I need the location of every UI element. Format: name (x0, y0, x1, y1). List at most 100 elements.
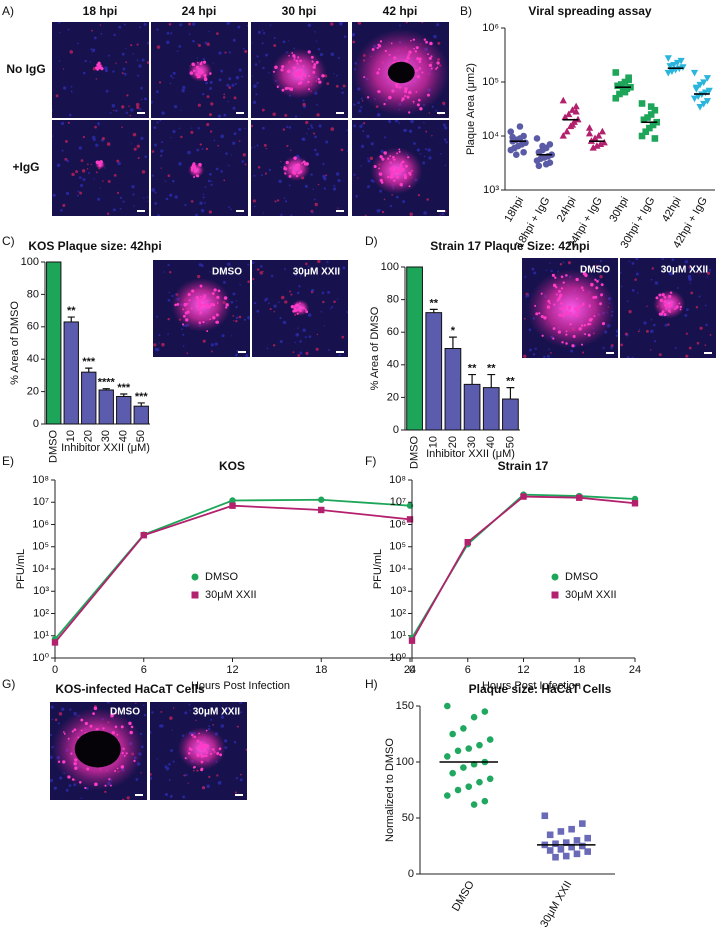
infected-cell (668, 294, 672, 299)
nucleus (265, 147, 267, 150)
nucleus (167, 317, 170, 321)
infected-cell (203, 73, 207, 77)
infected-cell (582, 302, 585, 306)
nucleus (208, 30, 210, 33)
infected-cell (77, 736, 80, 739)
y-tick-label: 10⁸ (32, 474, 49, 486)
nucleus (290, 214, 293, 216)
nucleus (238, 315, 242, 319)
infected-cell (110, 784, 112, 787)
nucleus (193, 769, 195, 772)
nucleus (310, 173, 313, 176)
infected-cell (203, 77, 208, 82)
data-point (464, 539, 471, 546)
nucleus (256, 268, 260, 271)
infected-cell (665, 307, 668, 310)
infected-cell (57, 760, 61, 763)
infected-cell (406, 95, 410, 99)
infected-cell (658, 293, 662, 297)
data-point (568, 121, 577, 128)
nucleus (360, 97, 363, 100)
data-point (140, 532, 147, 539)
nucleus (688, 346, 692, 350)
nucleus (224, 739, 228, 743)
nucleus (184, 711, 188, 715)
infected-cell (398, 86, 402, 89)
nucleus (273, 36, 276, 39)
nucleus (409, 212, 413, 216)
y-tick-label: 10⁰ (32, 652, 49, 664)
y-tick-label: 10⁰ (389, 652, 406, 664)
nucleus (352, 40, 356, 44)
infected-cell (665, 300, 668, 303)
nucleus (330, 22, 334, 26)
nucleus (170, 749, 173, 752)
nucleus (389, 204, 393, 208)
infected-cell (71, 730, 75, 733)
error-bar (102, 388, 110, 390)
infected-cell (663, 312, 667, 317)
infected-cell (285, 160, 289, 165)
nucleus (654, 281, 659, 285)
nucleus (227, 100, 229, 103)
nucleus (126, 796, 130, 800)
micrograph (52, 22, 149, 118)
nucleus (317, 260, 321, 264)
infected-cell (193, 735, 197, 739)
nucleus (297, 327, 299, 329)
infected-cell (565, 310, 569, 313)
nucleus (337, 207, 339, 209)
infected-cell (302, 160, 306, 164)
infected-cell (291, 52, 294, 54)
bar (98, 389, 114, 425)
nucleus (93, 36, 97, 40)
nucleus (104, 66, 108, 70)
significance-label: *** (135, 391, 149, 403)
nucleus (163, 271, 165, 273)
nucleus (679, 267, 682, 270)
nucleus (709, 334, 712, 336)
data-point (486, 775, 494, 783)
nucleus (191, 22, 196, 26)
nucleus (631, 356, 634, 358)
infected-cell (219, 753, 223, 757)
nucleus (323, 187, 326, 190)
nucleus (151, 174, 155, 177)
infected-cell (195, 295, 200, 300)
y-tick-label: 10⁴ (389, 563, 406, 575)
nucleus (562, 261, 565, 264)
nucleus (143, 22, 147, 26)
nucleus (254, 205, 256, 208)
infected-cell (575, 277, 579, 282)
nucleus (209, 271, 211, 273)
nucleus (341, 87, 343, 90)
infected-cell (312, 70, 316, 74)
infected-cell (560, 302, 563, 305)
data-point (600, 138, 608, 146)
infected-cell (104, 784, 107, 787)
data-point (533, 135, 541, 142)
nucleus (346, 311, 348, 314)
y-tick-label: 10⁴ (32, 563, 49, 575)
infected-cell (538, 312, 541, 315)
infected-cell (198, 299, 202, 303)
nucleus (135, 702, 137, 705)
nucleus (256, 81, 259, 85)
nucleus (203, 193, 205, 196)
nucleus (650, 319, 653, 321)
infected-cell (412, 100, 415, 103)
nucleus (116, 191, 120, 195)
data-point (565, 110, 573, 118)
nucleus (154, 191, 157, 194)
nucleus (178, 162, 182, 166)
infected-cell (97, 66, 100, 69)
y-tick-label: 10¹ (390, 630, 406, 642)
error-bar (429, 308, 438, 313)
nucleus (224, 51, 227, 54)
nucleus (251, 124, 254, 128)
nucleus (301, 137, 304, 141)
infected-cell (593, 315, 596, 318)
infected-cell (601, 321, 606, 326)
infected-cell (552, 283, 557, 288)
nucleus (78, 176, 82, 180)
